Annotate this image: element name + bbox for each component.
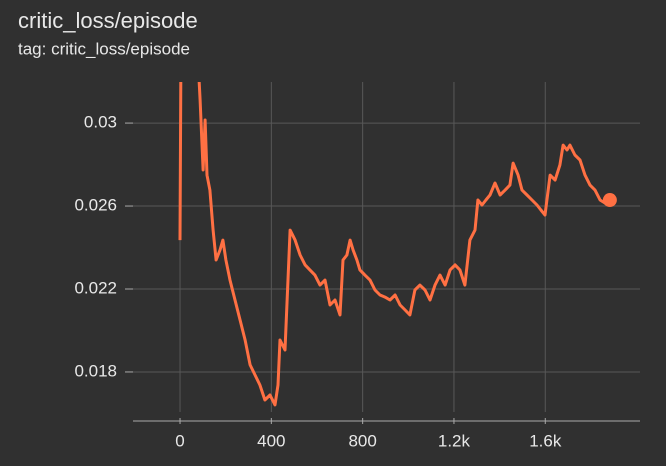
y-tick-label: 0.026 <box>74 196 117 215</box>
chart-subtitle: tag: critic_loss/episode <box>18 39 190 58</box>
plot-area <box>178 82 617 407</box>
chart-title: critic_loss/episode <box>18 8 198 33</box>
end-point <box>602 193 617 208</box>
x-tick-label: 1.6k <box>529 431 562 450</box>
y-tick-label: 0.022 <box>74 278 117 297</box>
x-tick-label: 0 <box>175 431 184 450</box>
x-tick-label: 400 <box>257 431 285 450</box>
y-tick-label: 0.018 <box>74 361 117 380</box>
x-tick-label: 800 <box>348 431 376 450</box>
x-tick-label: 1.2k <box>438 431 471 450</box>
series-line <box>178 82 611 407</box>
y-tick-label: 0.03 <box>84 113 117 132</box>
